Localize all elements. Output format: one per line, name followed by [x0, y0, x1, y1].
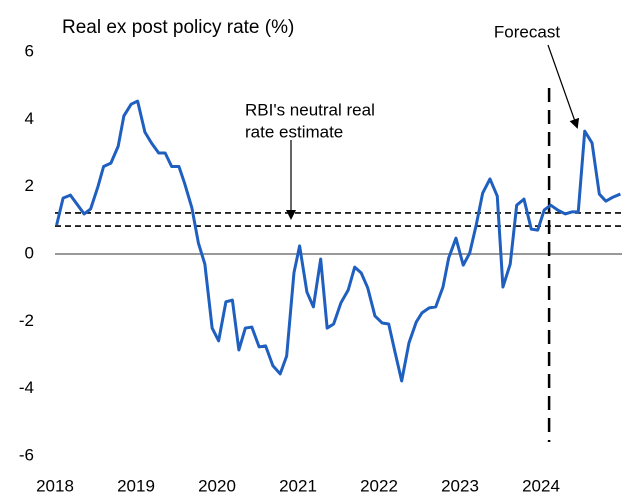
y-tick-label: -6	[19, 445, 34, 464]
y-tick-label: 0	[25, 243, 34, 262]
forecast-label: Forecast	[494, 22, 560, 41]
forecast-arrow	[547, 44, 580, 129]
y-tick-label: 2	[25, 176, 34, 195]
y-tick-label: -2	[19, 311, 34, 330]
y-tick-label: -4	[19, 378, 34, 397]
x-tick-label: 2018	[36, 476, 74, 495]
y-tick-label: 4	[25, 109, 34, 128]
chart-title: Real ex post policy rate (%)	[62, 17, 294, 38]
x-tick-label: 2023	[441, 476, 479, 495]
neutral-label: RBI's neutral real	[245, 100, 375, 119]
y-tick-label: 6	[25, 41, 34, 60]
x-tick-label: 2022	[360, 476, 398, 495]
x-tick-label: 2020	[198, 476, 236, 495]
x-tick-label: 2024	[522, 476, 560, 495]
neutral-label: rate estimate	[245, 122, 343, 141]
x-tick-label: 2021	[279, 476, 317, 495]
series-line	[55, 99, 621, 383]
x-tick-label: 2019	[117, 476, 155, 495]
